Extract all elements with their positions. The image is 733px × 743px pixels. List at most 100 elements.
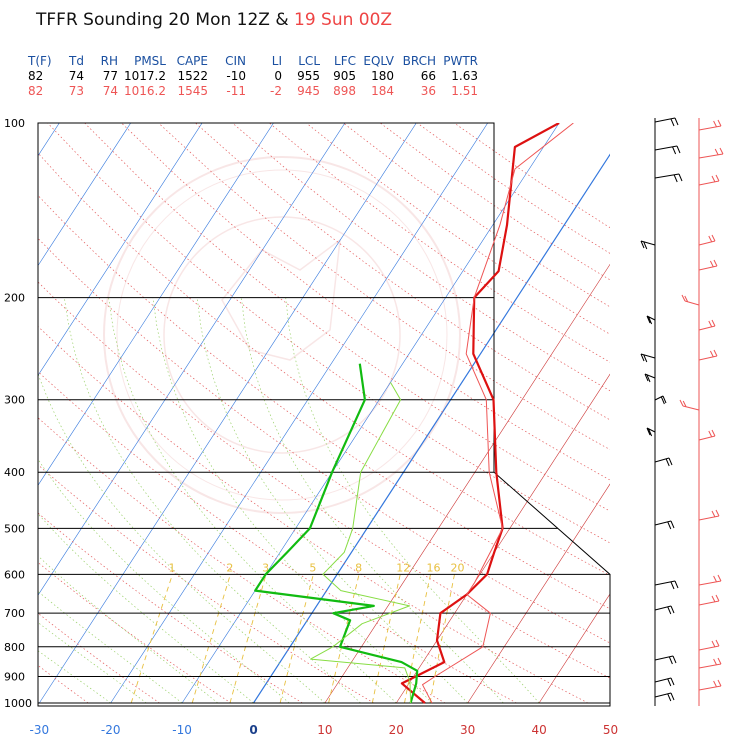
moist-adiabat — [241, 297, 504, 704]
wind-barb — [698, 639, 720, 651]
value-cell: 898 — [333, 84, 356, 98]
wind-barb — [654, 457, 673, 467]
value-cell: -10 — [226, 69, 246, 83]
title-part2: 19 Sun 00Z — [294, 10, 393, 30]
value-cell: 905 — [333, 69, 356, 83]
moist-adiabat — [38, 458, 290, 704]
chart-frame — [37, 122, 611, 707]
dry-adiabat — [38, 326, 589, 704]
mixing-ratio-label: 1 — [169, 561, 176, 574]
header-cell: CIN — [225, 54, 246, 68]
chart-title: TFFR Sounding 20 Mon 12Z & 19 Sun 00Z — [36, 10, 392, 30]
title-part1: TFFR Sounding 20 Mon 12Z & — [36, 10, 295, 30]
isotherm-line — [324, 263, 610, 704]
mixing-ratio-label: 12 — [396, 561, 410, 574]
mixing-ratio-label: 5 — [309, 561, 316, 574]
mixing-ratio-label: 8 — [355, 561, 362, 574]
indices-row-20-12z: 82 74 77 1017.2 1522 -10 0 955 905 180 6… — [28, 69, 478, 84]
wind-barb — [698, 657, 722, 669]
moist-adiabat — [38, 372, 326, 704]
temperature-label: -20 — [101, 723, 121, 737]
value-cell: 1522 — [177, 69, 208, 83]
sounding-series — [254, 123, 574, 704]
wind-barb — [654, 395, 667, 405]
temperature-label: 20 — [389, 723, 404, 737]
moist-adiabat — [38, 555, 219, 704]
pressure-label: 400 — [4, 466, 25, 479]
header-cell: PMSL — [134, 54, 166, 68]
moist-adiabat — [108, 297, 397, 704]
isotherm-line — [467, 483, 610, 704]
temperature-labels: -30 -20 -10 0 10 20 30 40 50 — [29, 723, 618, 737]
value-cell: -11 — [226, 84, 246, 98]
dry-adiabat — [232, 123, 610, 392]
isotherm-line — [538, 593, 610, 704]
moist-adiabat — [38, 622, 147, 704]
pressure-label: 600 — [4, 568, 25, 581]
wind-barb — [698, 349, 718, 361]
header-cell: EQLV — [363, 54, 394, 68]
isotherm-line — [181, 123, 560, 704]
pressure-labels: 100 200 300 400 500 600 700 800 900 1000 — [4, 117, 32, 710]
value-cell: 77 — [102, 69, 118, 83]
temperature-label: 50 — [603, 723, 618, 737]
dry-adiabat — [38, 512, 303, 704]
value-cell: 945 — [297, 84, 320, 98]
value-cell: 1.63 — [451, 69, 478, 83]
isotherm-line — [611, 123, 733, 703]
wind-barb — [644, 373, 656, 383]
dry-adiabat — [416, 123, 610, 254]
mixing-ratio-line — [229, 574, 267, 704]
wind-barb — [654, 605, 675, 615]
dewpoint-line — [254, 363, 419, 704]
moist-adiabat — [285, 297, 540, 704]
chart-border — [37, 122, 611, 707]
dry-adiabat — [379, 123, 610, 281]
moist-adiabat — [38, 513, 254, 704]
background-lines — [38, 123, 733, 704]
value-cell: 73 — [68, 84, 84, 98]
pressure-label: 900 — [4, 670, 25, 683]
wind-barb — [698, 679, 722, 691]
temperature-label: -10 — [172, 723, 192, 737]
isotherm-line — [682, 123, 733, 703]
wind-barb — [654, 692, 675, 702]
wind-barb — [698, 574, 722, 586]
wind-barb — [698, 509, 720, 521]
isotherm-line — [252, 153, 610, 704]
wind-barbs — [640, 117, 724, 706]
isotherm-line — [38, 123, 203, 377]
moist-adiabat — [38, 590, 183, 704]
wind-barb — [698, 119, 722, 131]
value-cell: 1016.2 — [124, 84, 166, 98]
value-cell: 66 — [420, 69, 436, 83]
pressure-label: 1000 — [4, 697, 32, 710]
mixing-ratio-label: 2 — [226, 561, 233, 574]
header-cell: PWTR — [443, 54, 478, 68]
indices-table: T(F) Td RH PMSL CAPE CIN LI LCL LFC EQLV… — [28, 54, 478, 99]
wind-barb — [681, 294, 700, 306]
moist-adiabat — [196, 297, 468, 704]
header-cell: LI — [271, 54, 282, 68]
header-cell: T(F) — [28, 54, 52, 68]
mixing-ratio-line — [429, 574, 455, 704]
wind-barb — [654, 145, 681, 155]
wind-barb — [698, 594, 720, 606]
temperature-label: 30 — [460, 723, 475, 737]
value-cell: 74 — [68, 69, 84, 83]
wind-barb — [698, 147, 724, 159]
header-cell: LFC — [334, 54, 356, 68]
moist-adiabat — [63, 297, 361, 704]
mixing-ratio-line — [404, 574, 431, 704]
value-cell: 1017.2 — [124, 69, 166, 83]
value-cell: 1.51 — [451, 84, 478, 98]
dry-adiabat — [38, 194, 610, 610]
header-cell: CAPE — [176, 54, 208, 68]
header-cell: Td — [69, 54, 84, 68]
pressure-label: 200 — [4, 292, 25, 305]
mixing-ratio-labels: 1 2 3 5 8 12 16 20 — [169, 561, 465, 574]
header-cell: RH — [100, 54, 118, 68]
mixing-ratio-label: 3 — [262, 561, 269, 574]
mixing-ratio-line — [371, 574, 401, 704]
